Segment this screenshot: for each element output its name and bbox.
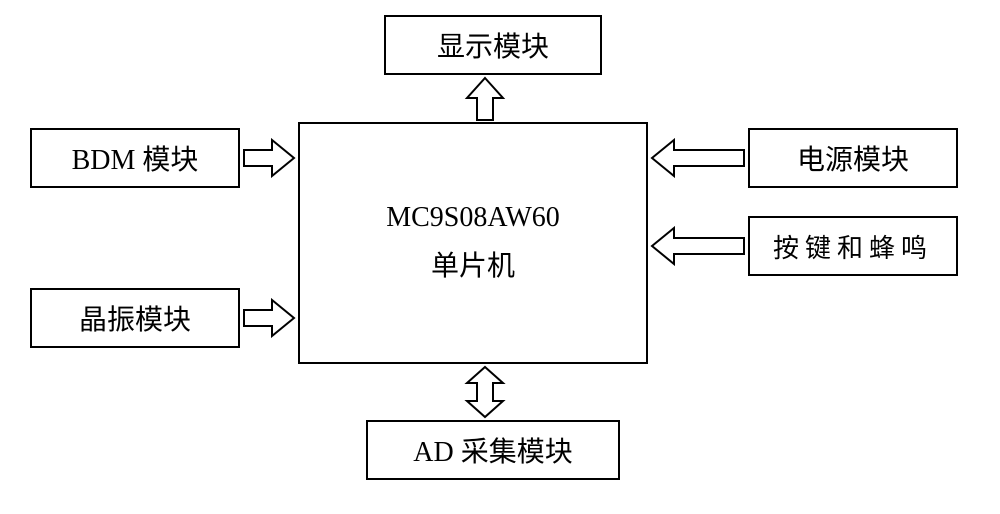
left-lower-block: 晶振模块 (30, 288, 240, 348)
left-upper-block: BDM 模块 (30, 128, 240, 188)
right-upper-label: 电源模块 (797, 138, 909, 178)
right-lower-block: 按键和蜂鸣 (748, 216, 958, 276)
arrow-right-lower-icon (242, 298, 296, 338)
center-line2: 单片机 (431, 244, 515, 284)
top-block: 显示模块 (384, 15, 602, 75)
bottom-label: AD 采集模块 (413, 430, 572, 470)
center-line1: MC9S08AW60 (386, 202, 560, 234)
top-label: 显示模块 (437, 25, 549, 65)
arrow-double-vertical-icon (463, 365, 507, 419)
center-block: MC9S08AW60 单片机 (298, 122, 648, 364)
arrow-right-upper-icon (242, 138, 296, 178)
right-upper-block: 电源模块 (748, 128, 958, 188)
arrow-up-icon (463, 76, 507, 122)
right-lower-label: 按键和蜂鸣 (773, 228, 933, 265)
bottom-block: AD 采集模块 (366, 420, 620, 480)
arrow-left-lower-icon (650, 226, 746, 266)
arrow-left-upper-icon (650, 138, 746, 178)
left-lower-label: 晶振模块 (79, 298, 191, 338)
left-upper-label: BDM 模块 (72, 138, 199, 178)
